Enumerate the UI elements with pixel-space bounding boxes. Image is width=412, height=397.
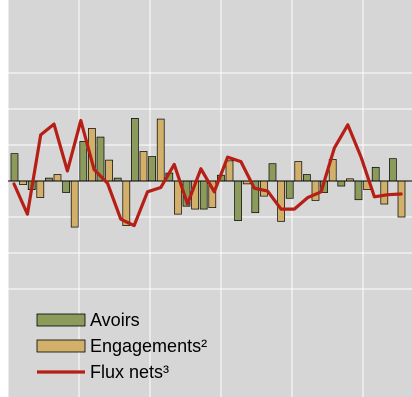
bar-avoirs	[285, 180, 294, 199]
bar-engagements	[277, 180, 285, 222]
bar-avoirs	[337, 180, 346, 187]
legend-swatch-bar	[36, 339, 86, 353]
bar-avoirs	[148, 156, 156, 182]
bar-series	[10, 118, 406, 228]
bar-avoirs	[268, 163, 277, 182]
legend: Avoirs Engagements² Flux nets³	[36, 310, 207, 382]
legend-label: Engagements²	[90, 336, 207, 356]
bar-avoirs	[131, 118, 139, 182]
bar-engagements	[19, 180, 27, 185]
bar-avoirs	[389, 158, 397, 182]
bar-avoirs	[234, 180, 242, 221]
bar-engagements	[156, 118, 165, 182]
legend-label: Avoirs	[90, 310, 140, 330]
legend-swatch-bar	[36, 313, 86, 327]
bar-engagements	[139, 151, 148, 182]
bar-avoirs	[371, 166, 380, 182]
bar-engagements	[53, 174, 62, 182]
line-series	[12, 118, 403, 228]
line-flux-nets	[12, 118, 403, 228]
bar-engagements	[70, 180, 79, 228]
bar-engagements	[380, 180, 389, 205]
bar-engagements	[397, 180, 406, 218]
bar-engagements	[225, 160, 234, 182]
bar-engagements	[294, 161, 303, 182]
bar-avoirs	[199, 180, 208, 210]
bar-avoirs	[303, 174, 311, 182]
bar-avoirs	[10, 153, 19, 182]
legend-label: Flux nets³	[90, 362, 169, 382]
bar-engagements	[36, 180, 45, 198]
bar-avoirs	[62, 180, 70, 193]
bar-engagements	[105, 159, 113, 182]
bar-avoirs	[354, 180, 363, 201]
bar-engagements	[311, 180, 320, 201]
bar-avoirs	[79, 141, 88, 182]
